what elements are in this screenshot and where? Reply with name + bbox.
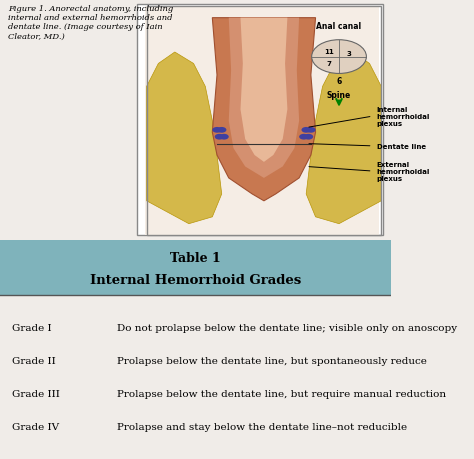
Circle shape xyxy=(215,134,224,140)
FancyBboxPatch shape xyxy=(0,241,391,295)
Circle shape xyxy=(299,134,309,140)
Polygon shape xyxy=(212,19,316,202)
Text: 11: 11 xyxy=(324,49,334,55)
Text: Figure 1. Anorectal anatomy, including
internal and external hemorrhoids and
den: Figure 1. Anorectal anatomy, including i… xyxy=(8,5,173,40)
Text: Prolapse below the dentate line, but require manual reduction: Prolapse below the dentate line, but req… xyxy=(117,389,447,398)
Text: Prolapse and stay below the dentate line–not reducible: Prolapse and stay below the dentate line… xyxy=(117,422,408,431)
Text: Grade IV: Grade IV xyxy=(12,422,59,431)
FancyBboxPatch shape xyxy=(137,5,383,235)
Text: Anal canal: Anal canal xyxy=(317,22,362,31)
Polygon shape xyxy=(229,19,299,179)
Text: Prolapse below the dentate line, but spontaneously reduce: Prolapse below the dentate line, but spo… xyxy=(117,356,427,365)
Text: 6: 6 xyxy=(337,77,342,86)
Circle shape xyxy=(217,128,227,134)
Text: Dentate line: Dentate line xyxy=(376,144,426,150)
Text: 3: 3 xyxy=(346,51,351,57)
Polygon shape xyxy=(146,53,222,224)
Polygon shape xyxy=(306,53,381,224)
Text: 7: 7 xyxy=(327,61,332,67)
Text: Table 1: Table 1 xyxy=(170,252,221,264)
Text: Internal Hemorrhoid Grades: Internal Hemorrhoid Grades xyxy=(90,273,301,286)
Circle shape xyxy=(306,128,316,134)
Circle shape xyxy=(304,134,313,140)
Circle shape xyxy=(301,128,311,134)
Text: External
hemorrhoidal
plexus: External hemorrhoidal plexus xyxy=(376,162,430,182)
Text: Grade III: Grade III xyxy=(12,389,60,398)
Text: Spine: Spine xyxy=(327,91,351,100)
Text: Internal
hemorrhoidal
plexus: Internal hemorrhoidal plexus xyxy=(376,107,430,127)
Polygon shape xyxy=(240,19,287,162)
Text: Grade I: Grade I xyxy=(12,324,51,332)
FancyBboxPatch shape xyxy=(145,7,379,235)
Text: Grade II: Grade II xyxy=(12,356,55,365)
Circle shape xyxy=(311,41,366,74)
Circle shape xyxy=(212,128,222,134)
Text: Do not prolapse below the dentate line; visible only on anoscopy: Do not prolapse below the dentate line; … xyxy=(117,324,457,332)
Circle shape xyxy=(219,134,229,140)
